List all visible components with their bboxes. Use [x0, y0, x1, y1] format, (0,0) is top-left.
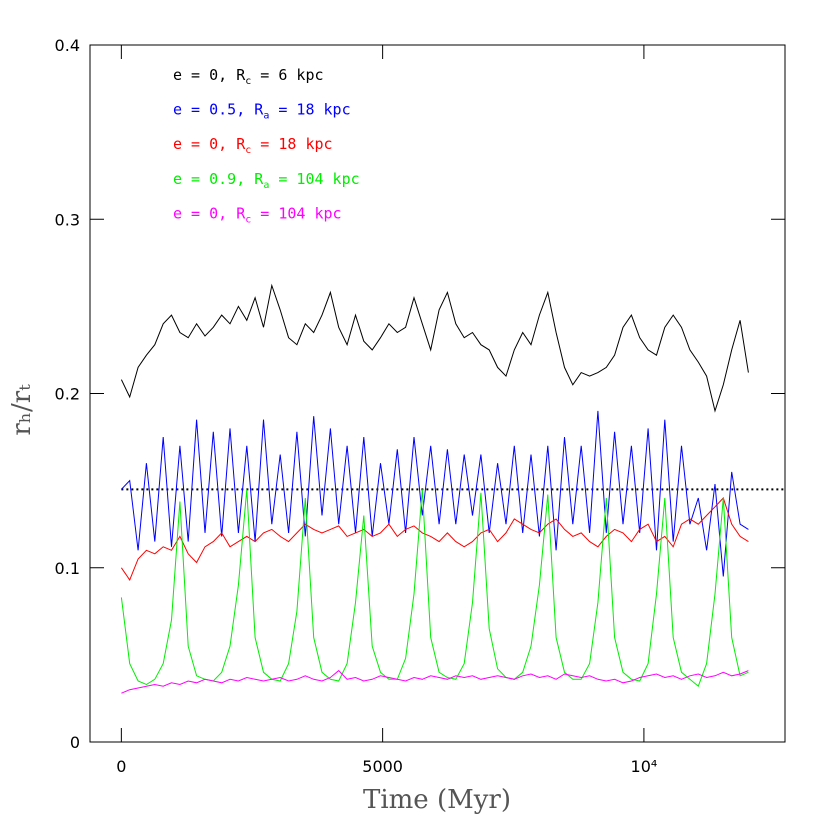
- series-line: [120, 497, 749, 581]
- x-axis-title: Time (Myr): [363, 785, 511, 815]
- legend-entry: e = 0, Rc = 104 kpc: [173, 204, 342, 225]
- x-tick-label: 10⁴: [631, 757, 658, 776]
- legend-entry: e = 0, Rc = 6 kpc: [173, 66, 324, 87]
- y-tick-label: 0.1: [55, 559, 80, 578]
- y-axis-title: rₕ/rₜ: [7, 384, 37, 436]
- legend-entry: e = 0.5, Ra = 18 kpc: [173, 101, 351, 122]
- series-line: [120, 283, 749, 413]
- legend-entry: e = 0, Rc = 18 kpc: [173, 135, 333, 156]
- x-tick-label: 5000: [362, 757, 403, 776]
- x-tick-label: 0: [116, 757, 126, 776]
- y-tick-label: 0: [70, 733, 80, 752]
- legend-entry: e = 0.9, Ra = 104 kpc: [173, 170, 360, 191]
- series-line: [121, 410, 749, 577]
- y-tick-label: 0.2: [55, 385, 80, 404]
- series-line: [121, 669, 749, 694]
- series-line: [120, 489, 749, 688]
- y-tick-label: 0.4: [55, 36, 80, 55]
- y-tick-label: 0.3: [55, 210, 80, 229]
